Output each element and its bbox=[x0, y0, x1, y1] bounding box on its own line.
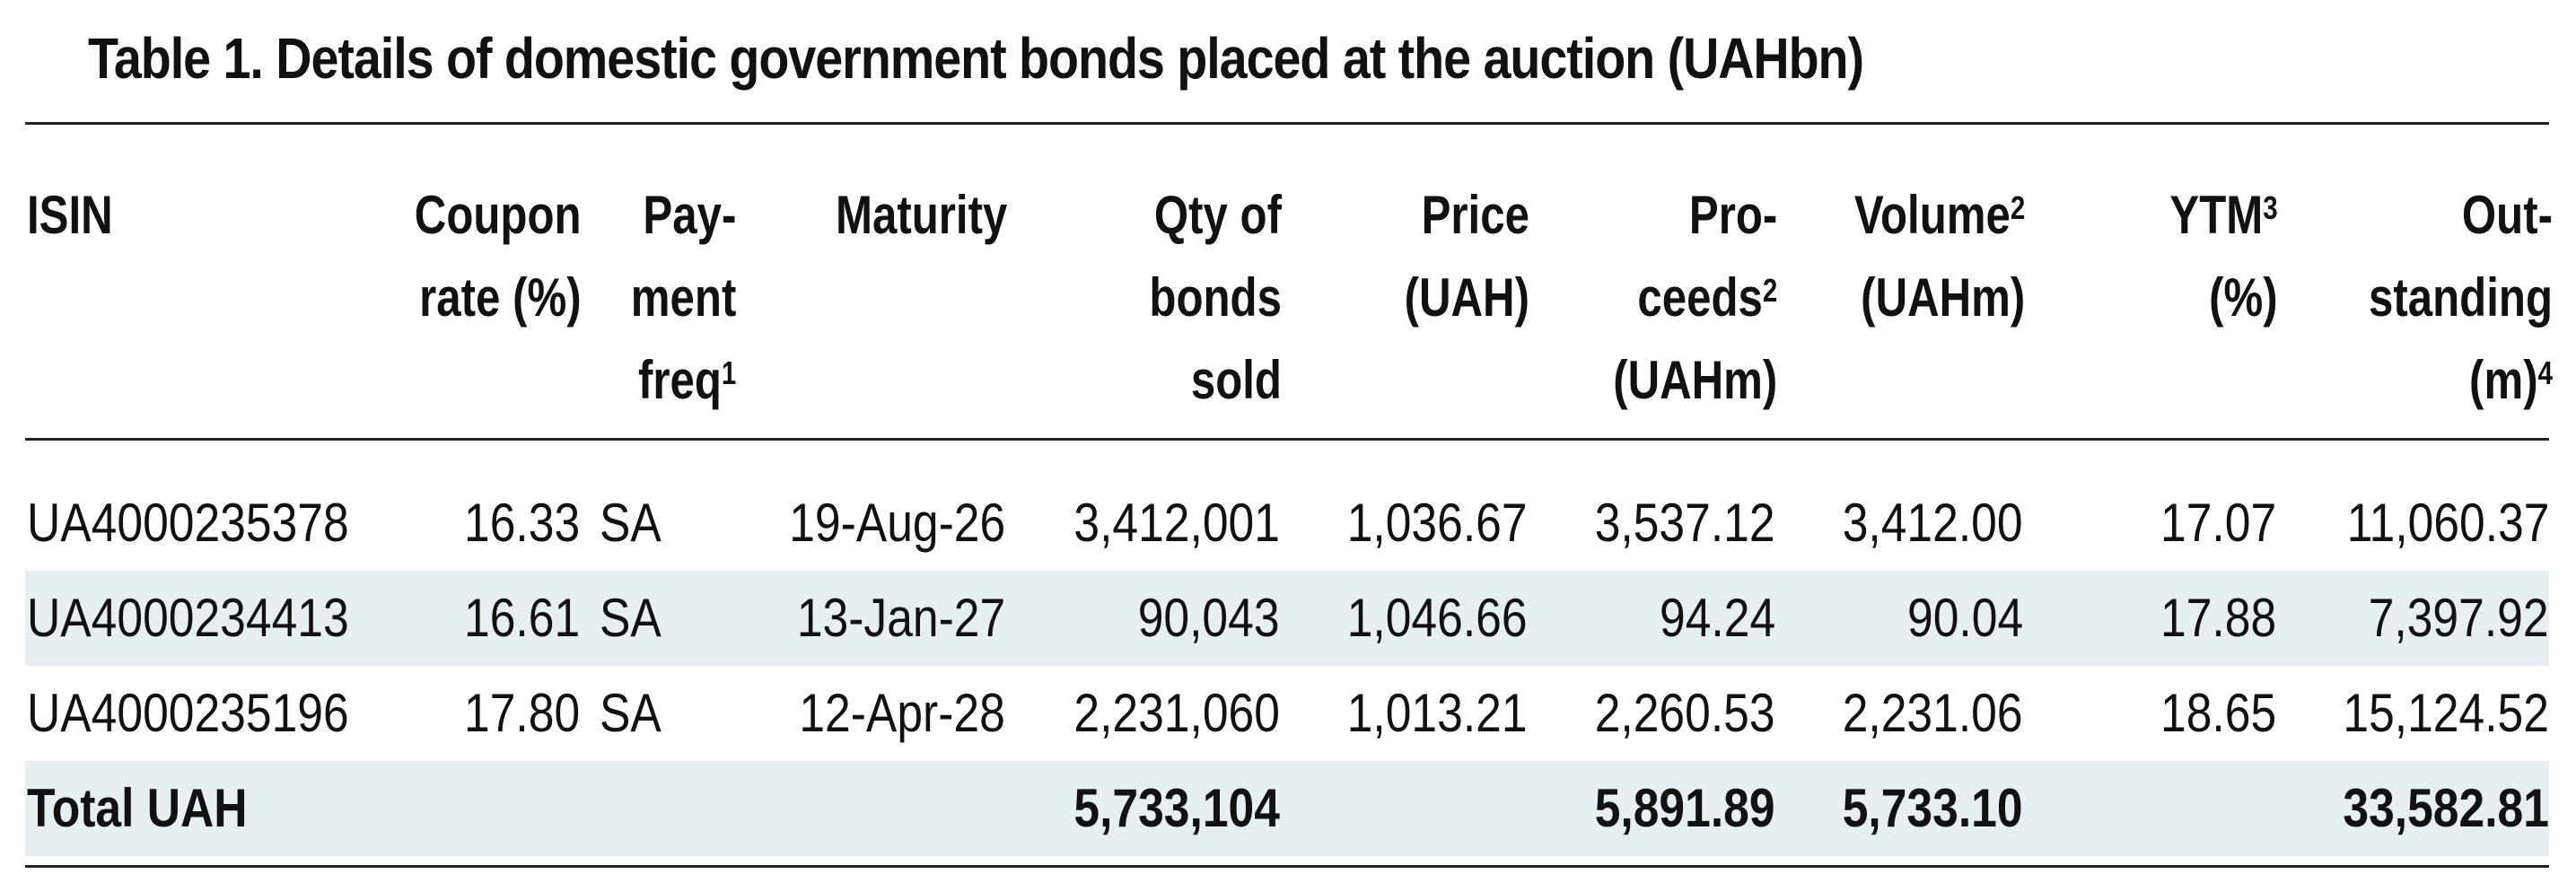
cell-proceeds: 94.24 bbox=[1659, 588, 1775, 648]
cell-qty: 3,412,001 bbox=[1073, 493, 1280, 553]
cell-outstanding: 11,060.37 bbox=[2346, 493, 2549, 553]
cell-volume: 90.04 bbox=[1906, 588, 2023, 648]
table-row: UA4000234413 16.61 SA 13-Jan-27 90,043 1… bbox=[25, 571, 2549, 666]
header-coupon-rate: Coupon rate (%) bbox=[415, 185, 582, 328]
cell-price: 1,046.66 bbox=[1347, 588, 1528, 648]
header-isin: ISIN bbox=[27, 185, 113, 245]
cell-volume: 2,231.06 bbox=[1843, 683, 2023, 743]
header-outstanding: Out- standing (m)4 bbox=[2369, 185, 2553, 410]
cell-price: 1,036.67 bbox=[1347, 493, 1528, 553]
cell-freq: SA bbox=[600, 588, 662, 648]
table-row: UA4000235378 16.33 SA 19-Aug-26 3,412,00… bbox=[25, 476, 2549, 571]
cell-freq: SA bbox=[600, 493, 662, 553]
cell-proceeds: 2,260.53 bbox=[1595, 683, 1775, 743]
total-label: Total UAH bbox=[27, 778, 248, 838]
header-price: Price (UAH) bbox=[1404, 185, 1529, 328]
total-proceeds: 5,891.89 bbox=[1595, 778, 1775, 838]
total-qty: 5,733,104 bbox=[1073, 778, 1280, 838]
cell-isin: UA4000235378 bbox=[27, 493, 349, 553]
cell-coupon: 17.80 bbox=[463, 683, 580, 743]
top-rule bbox=[25, 122, 2549, 125]
cell-ytm: 18.65 bbox=[2160, 683, 2276, 743]
table-row: UA4000235196 17.80 SA 12-Apr-28 2,231,06… bbox=[25, 666, 2549, 761]
cell-outstanding: 7,397.92 bbox=[2369, 588, 2549, 648]
table-title: Table 1. Details of domestic government … bbox=[88, 26, 1864, 91]
header-ytm: YTM3 (%) bbox=[2169, 185, 2278, 328]
cell-ytm: 17.88 bbox=[2160, 588, 2276, 648]
total-outstanding: 33,582.81 bbox=[2343, 778, 2549, 838]
cell-qty: 2,231,060 bbox=[1073, 683, 1280, 743]
cell-coupon: 16.33 bbox=[463, 493, 580, 553]
header-maturity: Maturity bbox=[835, 185, 1007, 245]
cell-isin: UA4000235196 bbox=[27, 683, 349, 743]
cell-isin: UA4000234413 bbox=[27, 588, 349, 648]
header-rule bbox=[25, 438, 2549, 441]
total-volume: 5,733.10 bbox=[1843, 778, 2023, 838]
cell-coupon: 16.61 bbox=[463, 588, 580, 648]
cell-qty: 90,043 bbox=[1138, 588, 1280, 648]
header-proceeds: Pro- ceeds2 (UAHm) bbox=[1612, 185, 1777, 410]
header-payment-freq: Pay- ment freq1 bbox=[630, 185, 736, 410]
cell-freq: SA bbox=[600, 683, 662, 743]
cell-ytm: 17.07 bbox=[2160, 493, 2276, 553]
total-row: Total UAH 5,733,104 5,891.89 5,733.10 33… bbox=[25, 761, 2549, 856]
cell-proceeds: 3,537.12 bbox=[1595, 493, 1775, 553]
bottom-rule bbox=[25, 865, 2549, 868]
cell-volume: 3,412.00 bbox=[1843, 493, 2023, 553]
cell-maturity: 12-Apr-28 bbox=[799, 683, 1005, 743]
cell-outstanding: 15,124.52 bbox=[2343, 683, 2549, 743]
cell-maturity: 19-Aug-26 bbox=[789, 493, 1005, 553]
header-volume: Volume2 (UAHm) bbox=[1853, 185, 2025, 328]
cell-maturity: 13-Jan-27 bbox=[796, 588, 1005, 648]
header-qty-sold: Qty of bonds sold bbox=[1149, 185, 1282, 410]
cell-price: 1,013.21 bbox=[1347, 683, 1528, 743]
